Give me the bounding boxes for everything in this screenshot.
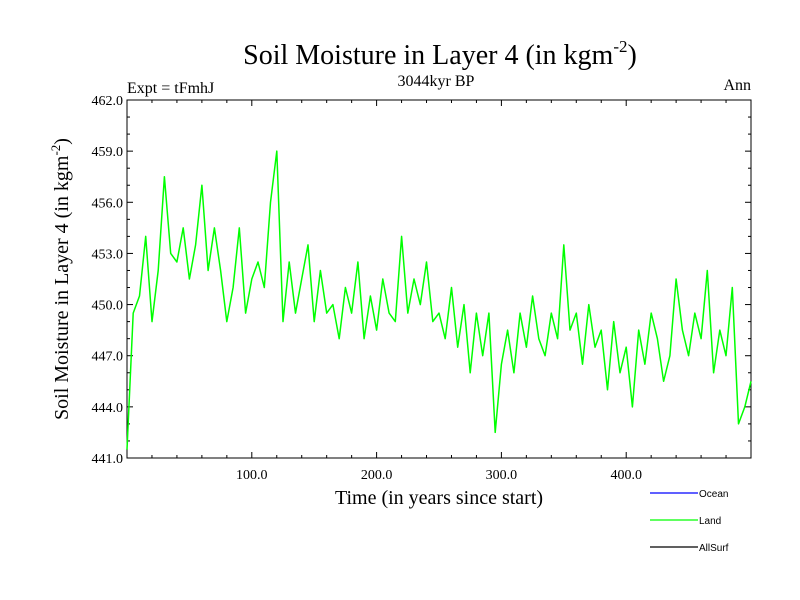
chart-title-sup: -2	[613, 37, 627, 56]
y-tick-label: 456.0	[92, 196, 124, 211]
season-label: Ann	[723, 77, 751, 94]
y-axis-label-sup: -2	[48, 145, 63, 156]
x-axis: 100.0 200.0 300.0 400.0	[151, 100, 727, 483]
y-axis-label: Soil Moisture in Layer 4 (in kgm-2)	[48, 138, 73, 420]
y-axis: 441.0 444.0 447.0 450.0 453.0 456.0 459.0 462.0	[92, 94, 751, 467]
legend-label-allsurf: AllSurf	[699, 543, 729, 554]
y-tick-label: 450.0	[92, 299, 124, 314]
x-axis-label: Time (in years since start)	[335, 487, 543, 509]
legend-label-land: Land	[699, 516, 721, 527]
y-axis-label-close: )	[51, 138, 73, 145]
chart-title: Soil Moisture in Layer 4 (in kgm-2)	[243, 37, 637, 71]
x-tick-label: 400.0	[610, 468, 642, 483]
y-tick-label: 453.0	[92, 247, 124, 262]
y-tick-label: 447.0	[92, 350, 124, 365]
x-tick-label: 200.0	[361, 468, 393, 483]
experiment-label: Expt = tFmhJ	[127, 80, 214, 97]
series-group	[126, 150, 752, 450]
y-axis-label-text: Soil Moisture in Layer 4 (in kgm	[51, 155, 73, 420]
plot-frame	[126, 99, 752, 459]
series-line-land	[126, 150, 752, 450]
legend: Ocean Land AllSurf	[650, 489, 729, 554]
y-tick-label: 462.0	[92, 94, 124, 109]
x-tick-label: 300.0	[486, 468, 518, 483]
y-tick-label: 444.0	[92, 401, 124, 416]
chart-subtitle: 3044kyr BP	[398, 73, 475, 90]
x-tick-label: 100.0	[236, 468, 268, 483]
y-tick-label: 459.0	[92, 145, 124, 160]
legend-label-ocean: Ocean	[699, 489, 728, 500]
chart-title-text: Soil Moisture in Layer 4 (in kgm	[243, 40, 613, 71]
y-tick-label: 441.0	[92, 452, 124, 467]
chart-title-close: )	[628, 40, 637, 71]
